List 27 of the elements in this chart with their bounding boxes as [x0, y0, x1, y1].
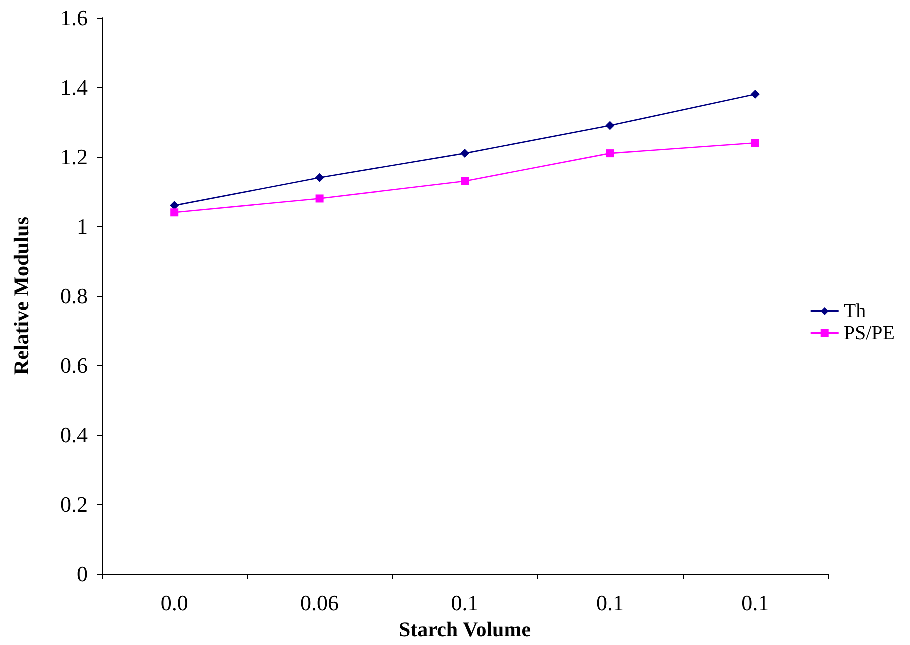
y-tick-label: 0: [77, 562, 88, 587]
point: [750, 90, 760, 99]
point: [316, 194, 324, 203]
legend-label: PS/PE: [844, 322, 896, 344]
y-tick-label: 0.2: [60, 492, 88, 518]
point: [315, 173, 324, 182]
x-axis-title: Starch Volume: [398, 618, 532, 642]
x-tick-label: 0.1: [742, 590, 770, 616]
point: [170, 208, 179, 217]
y-tick-label: 1.2: [60, 144, 88, 170]
x-tick-label: 0.1: [451, 590, 479, 616]
y-tick-label: 1.6: [60, 6, 88, 30]
y-axis-title: Relative Modulus: [10, 217, 34, 376]
y-tick-label: 1.4: [60, 75, 88, 100]
point: [606, 150, 614, 158]
point: [751, 139, 760, 148]
point: [460, 149, 470, 158]
x-tick-label: 0.06: [300, 590, 340, 616]
x-tick-label: 0.0: [160, 590, 188, 616]
y-tick-label: 0.8: [60, 284, 88, 309]
legend-label: Th: [844, 300, 866, 322]
y-tick-label: 1: [77, 214, 88, 240]
point: [461, 177, 469, 186]
point: [606, 121, 615, 130]
x-tick-label: 0.1: [596, 590, 624, 616]
y-tick-label: 0.6: [60, 353, 88, 378]
y-tick-label: 0.4: [60, 422, 88, 448]
